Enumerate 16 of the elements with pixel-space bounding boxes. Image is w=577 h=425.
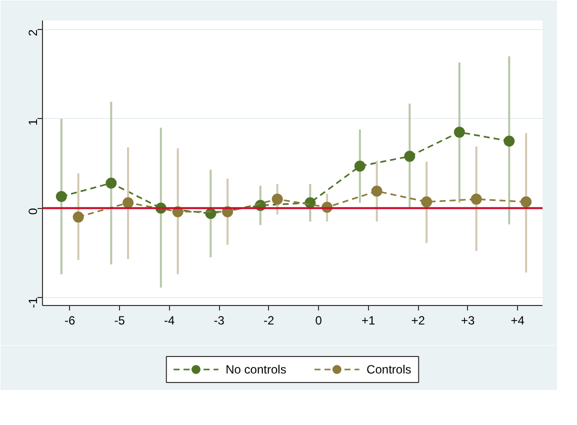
y-tick-label: 1 — [26, 118, 40, 126]
y-tick-label: 2 — [26, 29, 40, 36]
x-tick-label: 0 — [315, 314, 322, 328]
x-tick-label: +1 — [362, 314, 376, 328]
y-tick-label: 0 — [26, 208, 40, 215]
x-tick-label: +3 — [461, 314, 476, 328]
y-tick-label: -1 — [26, 297, 40, 308]
x-tick-label: -2 — [264, 314, 275, 328]
legend-label: Controls — [366, 362, 412, 376]
x-tick-label: +2 — [411, 314, 426, 328]
x-tick-label: -6 — [64, 314, 76, 328]
x-tick-label: +4 — [510, 314, 525, 328]
x-tick-label: -4 — [164, 314, 176, 328]
legend-label: No controls — [226, 362, 286, 376]
x-tick-label: -3 — [214, 314, 225, 328]
x-tick-label: -5 — [114, 314, 126, 328]
